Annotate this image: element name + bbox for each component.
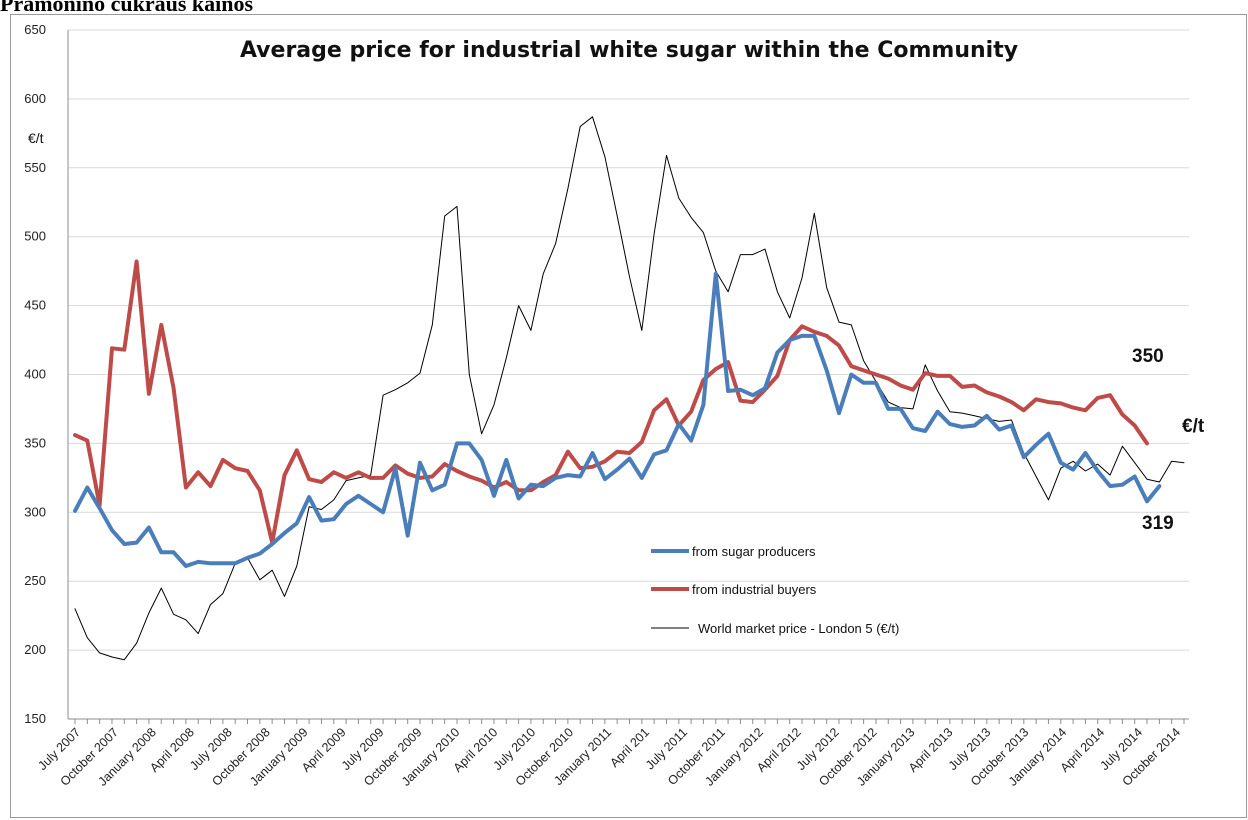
series-line-1 [73, 259, 1149, 545]
axes [67, 30, 1189, 724]
chart-frame: 150 200 250 300 350 400 450 500 550 600 650 July 2… [10, 14, 1247, 818]
legend-label-buyers: from industrial buyers [692, 582, 817, 597]
y-tick-label: 350 [24, 435, 46, 450]
legend-label-producers: from sugar producers [692, 544, 816, 559]
y-tick-label: 450 [24, 298, 46, 313]
series-lines [73, 116, 1185, 661]
annotation-unit-right: €/t [1182, 416, 1205, 437]
legend: from sugar producers from industrial buy… [651, 544, 899, 636]
y-tick-label: 650 [24, 22, 46, 37]
chart-title: Average price for industrial white sugar… [240, 38, 1018, 63]
annotation-buyers-end: 350 [1132, 346, 1164, 367]
y-tick-label: 250 [24, 573, 46, 588]
y-tick-label: 300 [24, 504, 46, 519]
y-tick-label: 200 [24, 642, 46, 657]
y-tick-label: 550 [24, 160, 46, 175]
series-line-0 [73, 271, 1162, 568]
series-line-2 [74, 116, 1185, 661]
y-tick-label: 400 [24, 367, 46, 382]
gridlines [68, 29, 1189, 651]
legend-label-world: World market price - London 5 (€/t) [698, 621, 899, 636]
y-axis-unit-label: €/t [28, 130, 44, 146]
y-tick-label: 600 [24, 91, 46, 106]
y-tick-label: 500 [24, 229, 46, 244]
line-chart: 150 200 250 300 350 400 450 500 550 600 650 July 2… [24, 22, 1205, 789]
annotation-producers-end: 319 [1142, 513, 1174, 534]
y-tick-label: 150 [24, 711, 46, 726]
page-heading: Pramonino cukraus kainos [0, 0, 254, 16]
y-axis-ticks: 150 200 250 300 350 400 450 500 550 600 650 [24, 22, 46, 726]
